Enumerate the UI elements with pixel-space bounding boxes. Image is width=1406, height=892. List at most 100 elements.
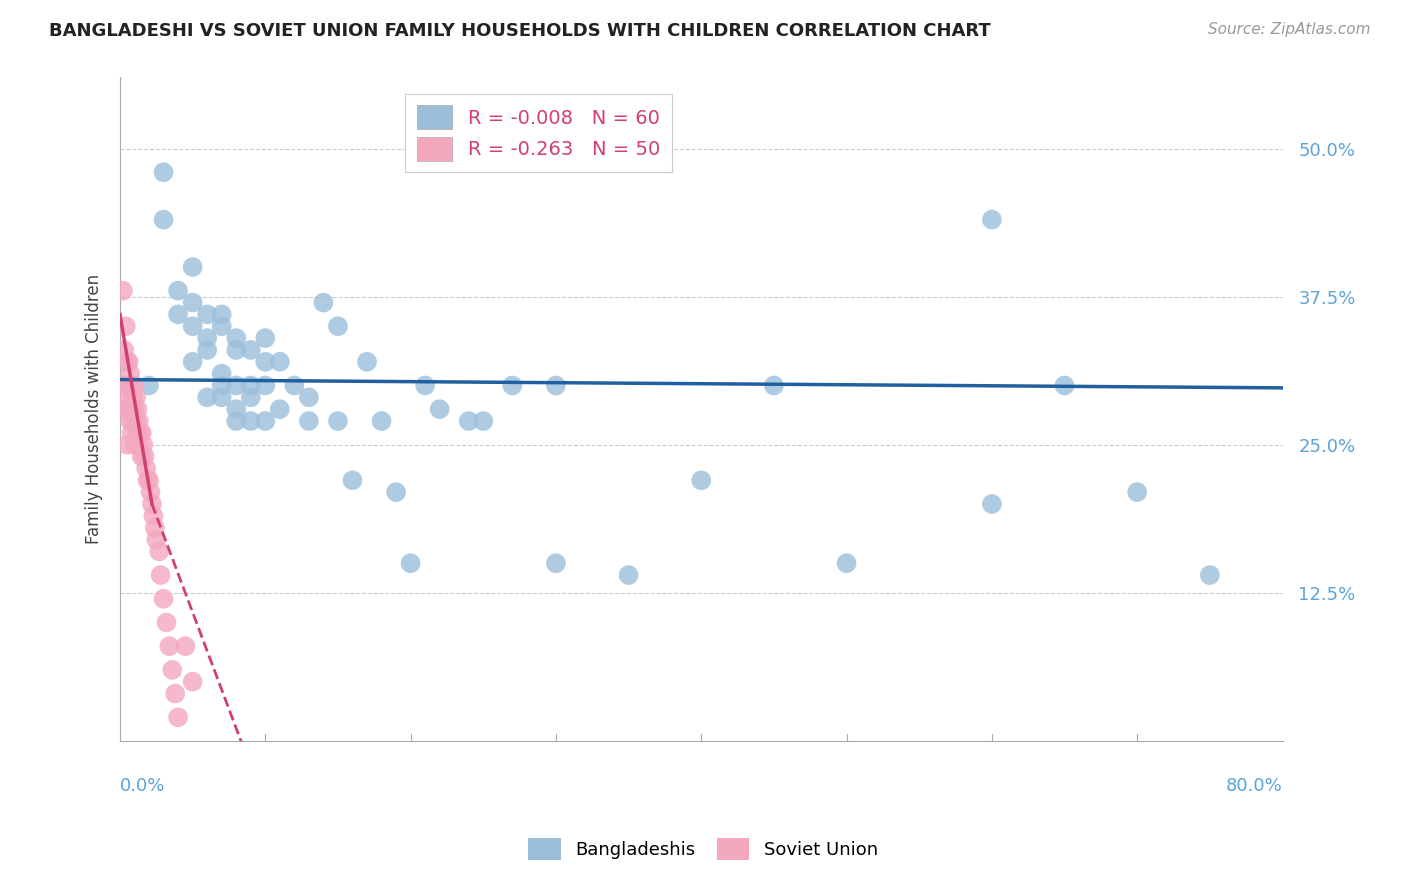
Point: [121, 425, 143, 440]
Point: [136, 473, 159, 487]
Point: [835, 556, 858, 570]
Point: [298, 390, 321, 404]
Point: [980, 497, 1002, 511]
Point: [135, 461, 157, 475]
Point: [1198, 568, 1220, 582]
Point: [174, 639, 197, 653]
Point: [326, 319, 349, 334]
Point: [121, 402, 143, 417]
Point: [399, 556, 422, 570]
Point: [254, 331, 277, 345]
Point: [129, 425, 152, 440]
Point: [501, 378, 523, 392]
Point: [148, 544, 170, 558]
Point: [225, 414, 247, 428]
Point: [298, 414, 321, 428]
Point: [239, 390, 262, 404]
Point: [472, 414, 495, 428]
Point: [131, 425, 153, 440]
Point: [690, 473, 713, 487]
Point: [211, 319, 233, 334]
Point: [118, 378, 141, 392]
Point: [124, 402, 146, 417]
Point: [269, 355, 291, 369]
Point: [131, 450, 153, 464]
Point: [283, 378, 305, 392]
Point: [149, 568, 172, 582]
Point: [195, 307, 218, 321]
Point: [155, 615, 177, 630]
Point: [269, 402, 291, 417]
Point: [138, 378, 160, 392]
Point: [254, 355, 277, 369]
Point: [1126, 485, 1149, 500]
Point: [115, 438, 138, 452]
Text: 0.0%: 0.0%: [120, 778, 166, 796]
Point: [181, 260, 204, 274]
Point: [167, 710, 190, 724]
Point: [128, 438, 150, 452]
Point: [167, 284, 190, 298]
Point: [145, 533, 167, 547]
Point: [239, 414, 262, 428]
Point: [165, 687, 187, 701]
Point: [112, 343, 135, 357]
Text: 80.0%: 80.0%: [1226, 778, 1282, 796]
Point: [167, 307, 190, 321]
Point: [115, 355, 138, 369]
Point: [429, 402, 451, 417]
Point: [134, 450, 156, 464]
Point: [122, 390, 145, 404]
Point: [138, 473, 160, 487]
Text: Source: ZipAtlas.com: Source: ZipAtlas.com: [1208, 22, 1371, 37]
Point: [120, 367, 142, 381]
Point: [115, 390, 138, 404]
Point: [111, 284, 134, 298]
Point: [617, 568, 640, 582]
Point: [124, 378, 146, 392]
Point: [162, 663, 184, 677]
Point: [152, 212, 174, 227]
Point: [114, 378, 136, 392]
Point: [181, 295, 204, 310]
Point: [128, 414, 150, 428]
Point: [181, 319, 204, 334]
Point: [118, 355, 141, 369]
Point: [195, 390, 218, 404]
Point: [225, 343, 247, 357]
Point: [356, 355, 378, 369]
Point: [195, 331, 218, 345]
Legend: R = -0.008   N = 60, R = -0.263   N = 50: R = -0.008 N = 60, R = -0.263 N = 50: [405, 94, 672, 172]
Point: [980, 212, 1002, 227]
Point: [211, 378, 233, 392]
Point: [127, 402, 149, 417]
Point: [125, 414, 148, 428]
Point: [326, 414, 349, 428]
Point: [457, 414, 479, 428]
Point: [152, 591, 174, 606]
Point: [141, 497, 163, 511]
Point: [120, 402, 142, 417]
Point: [142, 508, 165, 523]
Point: [1053, 378, 1076, 392]
Point: [544, 378, 567, 392]
Point: [143, 521, 166, 535]
Point: [114, 319, 136, 334]
Point: [152, 165, 174, 179]
Point: [122, 414, 145, 428]
Point: [413, 378, 436, 392]
Text: BANGLADESHI VS SOVIET UNION FAMILY HOUSEHOLDS WITH CHILDREN CORRELATION CHART: BANGLADESHI VS SOVIET UNION FAMILY HOUSE…: [49, 22, 991, 40]
Point: [385, 485, 408, 500]
Point: [239, 343, 262, 357]
Point: [120, 414, 142, 428]
Y-axis label: Family Households with Children: Family Households with Children: [86, 274, 103, 544]
Point: [225, 378, 247, 392]
Point: [181, 355, 204, 369]
Point: [124, 438, 146, 452]
Legend: Bangladeshis, Soviet Union: Bangladeshis, Soviet Union: [520, 830, 886, 867]
Point: [254, 378, 277, 392]
Point: [211, 367, 233, 381]
Point: [544, 556, 567, 570]
Point: [139, 485, 162, 500]
Point: [762, 378, 785, 392]
